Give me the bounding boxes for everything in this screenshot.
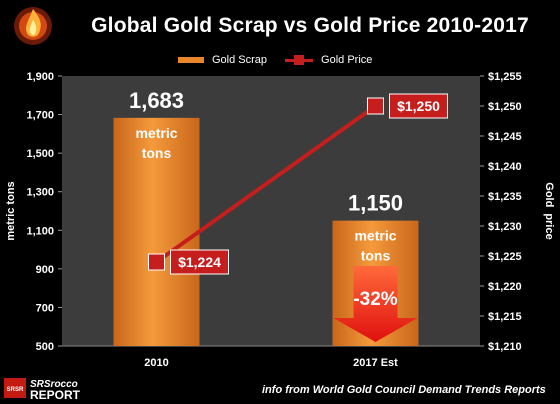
annotation-label: -32% bbox=[353, 289, 397, 310]
down-arrow-icon bbox=[333, 266, 418, 342]
right-y-axis: $1,255 $1,250 $1,245 $1,240 $1,235 $1,230 $1,2… bbox=[480, 71, 522, 353]
y2-tick-label: $1,225 bbox=[488, 251, 522, 263]
y2-tick-label: $1,255 bbox=[488, 71, 522, 83]
gold-price-line bbox=[155, 104, 377, 264]
y2-tick-label: $1,250 bbox=[488, 101, 522, 113]
gold-price-marker bbox=[148, 253, 165, 271]
y2-tick-label: $1,230 bbox=[488, 221, 522, 233]
category-labels: 2010 2017 Est bbox=[144, 357, 398, 369]
y-tick-label: 1,100 bbox=[26, 225, 54, 237]
flame-logo-icon bbox=[14, 7, 52, 45]
source-credit: info from World Gold Council Demand Tren… bbox=[262, 384, 546, 396]
y-tick-label: 1,500 bbox=[26, 148, 54, 160]
bar-unit-label: metric bbox=[135, 125, 177, 141]
gold-price-marker bbox=[367, 97, 384, 115]
gold-price-label-box bbox=[389, 93, 448, 119]
legend-swatch-bar bbox=[178, 57, 204, 63]
x-tick-label: 2017 Est bbox=[353, 357, 398, 369]
y-tick-label: 500 bbox=[36, 341, 54, 353]
y-tick-label: 1,300 bbox=[26, 187, 54, 199]
bar-value-label: 1,150 bbox=[348, 191, 403, 216]
bar-unit-label: tons bbox=[361, 248, 391, 264]
left-y-axis: 1,900 1,700 1,500 1,300 1,100 900 700 500 bbox=[26, 71, 62, 353]
annotation: -32% bbox=[333, 266, 418, 342]
legend-label-gold-scrap: Gold Scrap bbox=[212, 54, 268, 66]
bar-value-label: 1,683 bbox=[129, 88, 184, 113]
bars: 1,683 metric tons 1,150 metric tons bbox=[113, 88, 419, 346]
y2-tick-label: $1,235 bbox=[488, 191, 522, 203]
bar-unit-label: metric bbox=[354, 228, 396, 244]
y2-tick-label: $1,245 bbox=[488, 131, 522, 143]
y2-tick-label: $1,220 bbox=[488, 281, 522, 293]
y2-tick-label: $1,215 bbox=[488, 311, 522, 323]
y2-tick-label: $1,240 bbox=[488, 161, 522, 173]
chart-title: Global Gold Scrap vs Gold Price 2010-201… bbox=[91, 14, 529, 37]
gold-price-label-box bbox=[170, 249, 229, 275]
price-line: $1,224 $1,250 bbox=[148, 93, 448, 275]
srsrocco-report-logo: SRSR SRSrocco REPORT bbox=[4, 378, 81, 400]
y-tick-label: 1,700 bbox=[26, 110, 54, 122]
y2-axis-title: Gold price bbox=[543, 182, 555, 239]
gold-price-label: $1,224 bbox=[178, 254, 221, 270]
y-axis-title: metric tons bbox=[5, 181, 17, 240]
logo-top-text: SRSrocco bbox=[30, 379, 78, 390]
logo-bottom-text: REPORT bbox=[30, 388, 81, 400]
y-tick-label: 700 bbox=[36, 302, 54, 314]
gold-price-label: $1,250 bbox=[397, 98, 440, 114]
y-tick-label: 1,900 bbox=[26, 71, 54, 83]
bar-gold-scrap bbox=[113, 117, 200, 346]
logo-badge-text: SRSR bbox=[7, 387, 24, 393]
legend-swatch-line bbox=[285, 54, 314, 65]
legend-label-gold-price: Gold Price bbox=[321, 54, 373, 66]
legend: Gold Scrap Gold Price bbox=[178, 52, 372, 68]
x-tick-label: 2010 bbox=[144, 357, 168, 369]
y-tick-label: 900 bbox=[36, 264, 54, 276]
y2-tick-label: $1,210 bbox=[488, 341, 522, 353]
bar-unit-label: tons bbox=[142, 145, 172, 161]
